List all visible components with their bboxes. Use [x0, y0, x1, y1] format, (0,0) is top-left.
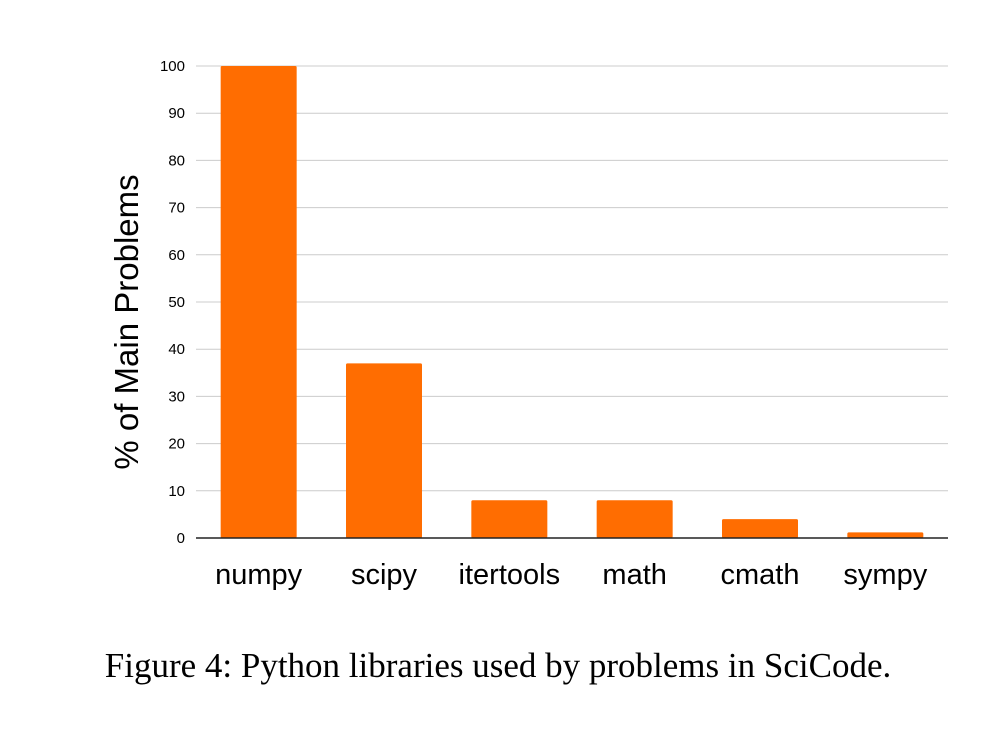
bar-itertools [471, 500, 548, 538]
x-category-label: math [602, 559, 666, 591]
bar-math [596, 500, 673, 538]
gridlines [196, 65, 948, 492]
figure-caption: Figure 4: Python libraries used by probl… [104, 646, 892, 685]
y-tick-labels: 0 10 20 30 40 50 60 70 80 90 100 [160, 58, 185, 547]
x-category-label: scipy [351, 559, 418, 591]
y-tick-label: 40 [168, 341, 185, 358]
y-tick-label: 100 [160, 58, 185, 75]
x-category-label: itertools [459, 559, 561, 591]
y-tick-label: 10 [168, 483, 185, 500]
y-tick-label: 90 [168, 105, 185, 122]
bar-numpy [220, 66, 297, 538]
x-category-label: numpy [215, 559, 303, 591]
bar-cmath [722, 519, 798, 538]
bar-sympy [847, 532, 924, 538]
y-tick-label: 0 [177, 530, 185, 547]
y-tick-label: 60 [168, 247, 185, 264]
bar-chart: 0 10 20 30 40 50 60 70 80 90 100 numpy scipy itertoo… [108, 58, 948, 591]
x-category-label: sympy [843, 559, 927, 591]
y-tick-label: 30 [168, 388, 185, 405]
y-axis-title: % of Main Problems [108, 174, 145, 469]
bars [220, 66, 924, 538]
y-tick-label: 80 [168, 152, 185, 169]
y-tick-label: 70 [168, 200, 185, 217]
y-tick-label: 20 [168, 436, 185, 453]
y-tick-label: 50 [168, 294, 185, 311]
x-category-label: cmath [721, 559, 800, 591]
x-category-labels: numpy scipy itertools math cmath sympy [215, 559, 928, 591]
bar-scipy [346, 363, 422, 538]
